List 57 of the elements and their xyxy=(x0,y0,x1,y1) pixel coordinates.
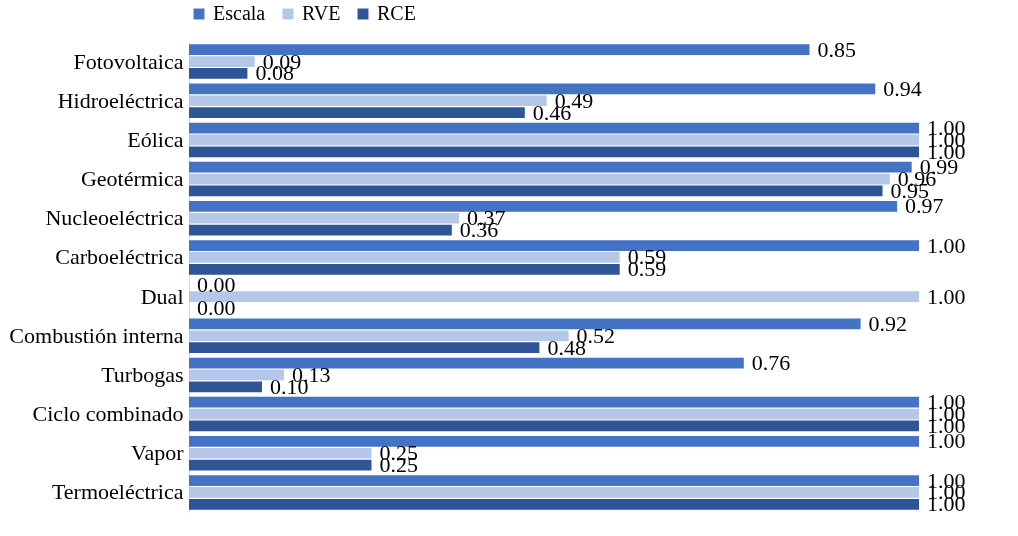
bar xyxy=(189,68,248,79)
bar xyxy=(189,240,919,251)
bar xyxy=(189,475,919,486)
bar xyxy=(189,212,460,224)
bar xyxy=(189,56,255,67)
data-label: 1.00 xyxy=(927,232,966,258)
y-tick-label: Turbogas xyxy=(101,361,184,387)
bar xyxy=(189,420,919,432)
bar xyxy=(189,122,919,134)
y-tick-label: Hidroeléctrica xyxy=(57,87,184,113)
bar xyxy=(189,369,284,381)
bar xyxy=(189,252,620,263)
y-tick-label: Dual xyxy=(140,283,184,309)
bar xyxy=(189,342,540,353)
bar xyxy=(189,357,744,369)
bar xyxy=(189,408,919,420)
bar xyxy=(189,161,912,173)
data-label: 0.85 xyxy=(817,36,856,62)
legend-label: RVE xyxy=(302,2,341,24)
legend-label: RCE xyxy=(377,2,416,24)
y-tick-label: Termoeléctrica xyxy=(51,479,184,505)
bar xyxy=(189,487,919,498)
legend-label: Escala xyxy=(213,2,266,24)
data-label: 0.00 xyxy=(197,295,236,321)
bar xyxy=(189,224,452,236)
bar xyxy=(189,436,919,447)
bar xyxy=(189,381,262,393)
y-tick-label: Nucleoeléctrica xyxy=(45,205,184,231)
bar xyxy=(189,173,890,185)
bar xyxy=(189,291,919,302)
bar xyxy=(189,459,372,471)
data-label: 0.76 xyxy=(751,350,791,376)
y-tick-label: Fotovoltaica xyxy=(73,48,184,74)
bar xyxy=(189,263,620,275)
bar xyxy=(189,134,919,146)
bar xyxy=(189,95,547,107)
data-label: 0.92 xyxy=(868,310,908,336)
bar xyxy=(189,396,919,408)
y-tick-label: Carboeléctrica xyxy=(55,244,184,270)
bar xyxy=(189,447,372,459)
y-tick-label: Geotérmica xyxy=(80,166,184,192)
data-label: 0.00 xyxy=(197,271,236,297)
bar xyxy=(189,185,883,197)
bar xyxy=(189,330,569,342)
data-label: 1.00 xyxy=(927,283,966,309)
bar xyxy=(189,146,919,158)
data-label: 0.94 xyxy=(883,75,922,101)
bar xyxy=(189,498,919,510)
y-tick-label: Eólica xyxy=(127,126,184,152)
bar xyxy=(189,201,898,212)
y-tick-label: Ciclo combinado xyxy=(32,401,184,427)
bar xyxy=(189,44,810,56)
bar xyxy=(189,318,861,330)
y-tick-label: Combustión interna xyxy=(9,322,184,348)
bar xyxy=(189,83,876,95)
bar xyxy=(189,107,525,118)
y-tick-label: Vapor xyxy=(130,440,185,466)
